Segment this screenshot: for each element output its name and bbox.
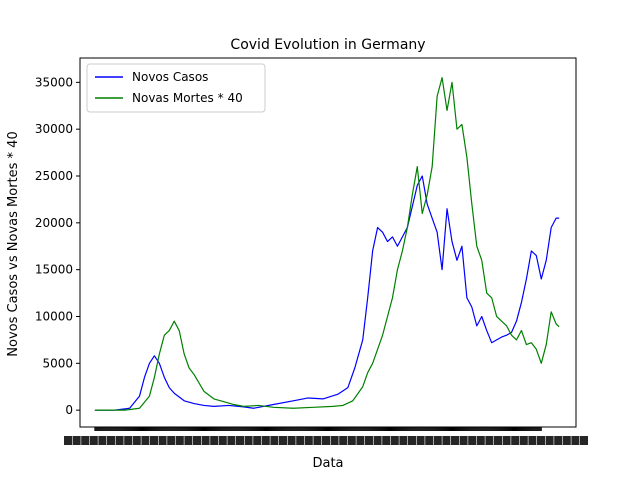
x-tick-label bbox=[132, 436, 141, 445]
x-tick-label bbox=[313, 436, 322, 445]
x-tick-label bbox=[554, 436, 563, 445]
x-tick-label bbox=[115, 436, 124, 445]
x-tick-label bbox=[64, 436, 72, 445]
x-tick-label bbox=[158, 436, 167, 445]
legend-label: Novas Mortes * 40 bbox=[132, 91, 243, 105]
x-tick-label bbox=[150, 436, 158, 445]
x-tick-label bbox=[193, 436, 201, 445]
y-tick-label: 35000 bbox=[35, 75, 73, 89]
x-tick-label bbox=[167, 436, 176, 445]
x-tick-label bbox=[365, 436, 373, 445]
x-tick-label bbox=[494, 436, 502, 445]
x-tick-label bbox=[519, 436, 528, 445]
x-tick-label bbox=[571, 436, 580, 445]
x-tick-label bbox=[468, 436, 477, 445]
x-tick-label bbox=[528, 436, 537, 445]
y-tick-label: 20000 bbox=[35, 216, 73, 230]
x-tick-label bbox=[322, 436, 330, 445]
x-tick-label bbox=[218, 436, 227, 445]
x-axis-label: Data bbox=[312, 456, 343, 471]
x-tick-label bbox=[373, 436, 382, 445]
x-tick-label bbox=[244, 436, 253, 445]
x-tick-label bbox=[184, 436, 193, 445]
x-tick-label bbox=[390, 436, 399, 445]
x-tick-label bbox=[580, 436, 588, 445]
x-tick-label bbox=[287, 436, 296, 445]
x-tick-label bbox=[124, 436, 133, 445]
x-tick-label bbox=[399, 436, 408, 445]
x-tick-labels bbox=[64, 436, 588, 445]
x-tick-label bbox=[451, 436, 459, 445]
plot-frame bbox=[79, 57, 577, 428]
legend-label: Novos Casos bbox=[132, 70, 208, 84]
y-axis-label: Novos Casos vs Novas Mortes * 40 bbox=[6, 131, 21, 356]
x-tick-label bbox=[261, 436, 270, 445]
x-tick-label bbox=[545, 436, 554, 445]
legend: Novos Casos Novas Mortes * 40 bbox=[86, 63, 266, 113]
x-tick-label bbox=[296, 436, 305, 445]
series-layer bbox=[94, 77, 560, 411]
x-tick-label bbox=[416, 436, 425, 445]
y-tick-label: 5000 bbox=[42, 356, 73, 370]
x-tick-label bbox=[253, 436, 262, 445]
x-tick-label bbox=[339, 436, 348, 445]
y-tick-label: 10000 bbox=[35, 309, 73, 323]
series-line-1 bbox=[94, 175, 560, 411]
x-tick-label bbox=[72, 436, 81, 445]
y-tick-label: 0 bbox=[65, 403, 73, 417]
x-tick-label bbox=[236, 436, 244, 445]
x-tick-label bbox=[476, 436, 485, 445]
axes-layer: 0 5000 10000 15000 20000 25000 30000 35000 bbox=[35, 57, 588, 445]
x-tick-label bbox=[347, 436, 356, 445]
x-tick-label bbox=[279, 436, 287, 445]
x-tick-label bbox=[562, 436, 571, 445]
x-tick-label bbox=[511, 436, 520, 445]
x-tick-label bbox=[459, 436, 468, 445]
x-tick-label bbox=[201, 436, 210, 445]
x-tick-label bbox=[442, 436, 451, 445]
x-tick-label bbox=[227, 436, 236, 445]
x-ticks bbox=[94, 427, 542, 431]
x-tick-label bbox=[210, 436, 219, 445]
x-tick-label bbox=[89, 436, 98, 445]
y-tick-label: 30000 bbox=[35, 122, 73, 136]
x-tick-label bbox=[175, 436, 184, 445]
x-tick-label bbox=[81, 436, 90, 445]
x-tick-label bbox=[107, 436, 115, 445]
x-tick-label bbox=[537, 436, 545, 445]
series-line-2 bbox=[94, 77, 560, 411]
y-tick-label: 25000 bbox=[35, 169, 73, 183]
x-tick-label bbox=[356, 436, 365, 445]
x-tick-label bbox=[433, 436, 442, 445]
x-tick-label bbox=[304, 436, 313, 445]
x-tick-label bbox=[382, 436, 391, 445]
x-tick-label bbox=[330, 436, 339, 445]
y-tick-label: 15000 bbox=[35, 263, 73, 277]
chart-title: Covid Evolution in Germany bbox=[230, 37, 425, 53]
x-tick-label bbox=[408, 436, 416, 445]
legend-box bbox=[86, 63, 266, 113]
x-tick-label bbox=[485, 436, 494, 445]
x-tick-label bbox=[270, 436, 279, 445]
x-tick-label bbox=[425, 436, 434, 445]
x-tick-label bbox=[502, 436, 511, 445]
x-tick-label bbox=[141, 436, 150, 445]
x-tick-label bbox=[98, 436, 107, 445]
